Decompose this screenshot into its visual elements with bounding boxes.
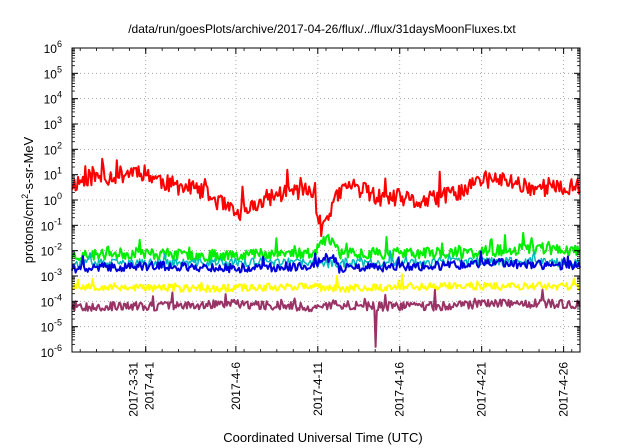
y-tick-base: 10 (41, 321, 55, 335)
y-tick-label: 102 (44, 140, 62, 157)
x-axis-ticks: 2017-3-31 2017-4-1 2017-4-6 2017-4-11 2017-4… (79, 48, 573, 417)
x-tick-label: 2017-4-1 (143, 362, 157, 410)
y-tick-label: 105 (44, 64, 62, 81)
y-tick-label: 10-5 (41, 318, 62, 335)
x-tick-label: 2017-4-11 (311, 362, 325, 416)
series-line-2 (71, 231, 581, 262)
y-tick-base: 10 (44, 194, 58, 208)
y-tick-exponent: 1 (57, 166, 62, 176)
y-tick-label: 10-3 (41, 267, 62, 284)
y-tick-exponent: -1 (54, 216, 62, 226)
x-tick-label: 2017-4-16 (393, 362, 407, 417)
y-axis-title-main: protons/cm (21, 199, 36, 263)
y-tick-base: 10 (44, 42, 58, 56)
x-axis-title: Coordinated Universal Time (UTC) (223, 430, 422, 445)
y-tick-exponent: -6 (54, 343, 62, 353)
grid-lines (72, 48, 580, 352)
y-tick-base: 10 (44, 118, 58, 132)
x-tick-label: 2017-4-26 (557, 362, 571, 417)
series-line-5 (71, 273, 581, 294)
y-tick-exponent: -5 (54, 318, 62, 328)
y-tick-base: 10 (41, 346, 55, 360)
y-tick-base: 10 (44, 169, 58, 183)
y-tick-label: 101 (44, 166, 62, 183)
y-tick-base: 10 (41, 245, 55, 259)
chart-title: /data/run/goesPlots/archive/2017-04-26/f… (128, 22, 516, 36)
y-axis-title-exponent: 2 (20, 194, 30, 199)
y-tick-base: 10 (44, 143, 58, 157)
y-tick-label: 10-6 (41, 343, 62, 360)
x-tick-label: 2017-3-31 (127, 362, 141, 417)
y-tick-base: 10 (44, 67, 58, 81)
y-axis-title: protons/cm2-s-sr-MeV (20, 136, 36, 263)
y-tick-exponent: -3 (54, 267, 62, 277)
y-tick-base: 10 (44, 93, 58, 107)
y-tick-label: 100 (44, 191, 62, 208)
y-tick-label: 103 (44, 115, 62, 132)
series-line-1 (71, 157, 581, 238)
y-tick-base: 10 (41, 270, 55, 284)
x-tick-label: 2017-4-6 (229, 362, 243, 410)
y-tick-label: 10-4 (41, 292, 62, 309)
y-tick-exponent: 4 (57, 90, 62, 100)
series-line-4 (71, 250, 581, 274)
x-tick-label: 2017-4-21 (475, 362, 489, 417)
y-tick-exponent: 3 (57, 115, 62, 125)
y-tick-label: 10-1 (41, 216, 62, 233)
y-tick-exponent: 2 (57, 140, 62, 150)
y-tick-exponent: -2 (54, 242, 62, 252)
y-tick-base: 10 (41, 219, 55, 233)
y-tick-label: 106 (44, 39, 62, 56)
y-tick-base: 10 (41, 295, 55, 309)
y-axis-ticks: 10-610-510-410-310-210-11001011021031041… (41, 39, 580, 360)
y-tick-exponent: 0 (57, 191, 62, 201)
y-axis-title-rest: -s-sr-MeV (21, 136, 36, 193)
y-tick-exponent: 5 (57, 64, 62, 74)
series-line-6 (71, 288, 581, 348)
data-series (71, 157, 581, 348)
y-tick-exponent: 6 (57, 39, 62, 49)
y-tick-label: 10-2 (41, 242, 62, 259)
y-tick-exponent: -4 (54, 292, 62, 302)
y-tick-label: 104 (44, 90, 62, 107)
